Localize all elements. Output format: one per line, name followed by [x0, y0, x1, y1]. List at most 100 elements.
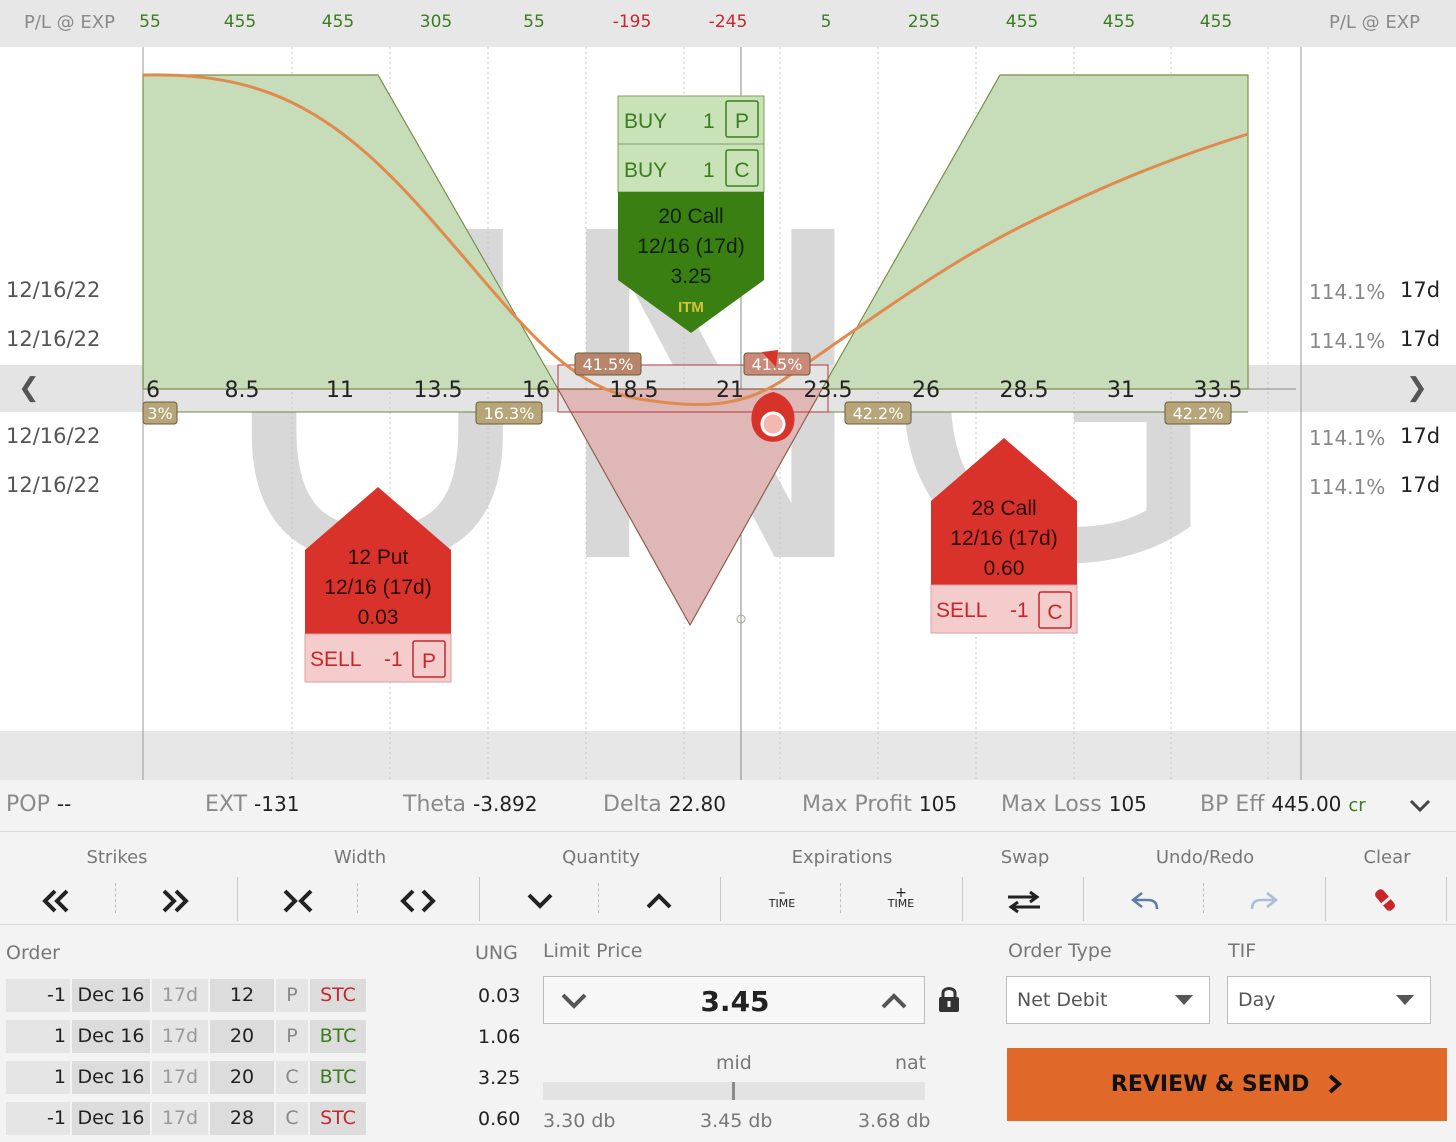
leg-mark-price: 0.03 [478, 985, 521, 1007]
width-widen-icon[interactable] [399, 888, 437, 914]
order-type-select[interactable]: Net Debit [1006, 976, 1210, 1024]
leg-type: C [1047, 601, 1062, 624]
order-leg-row[interactable]: 1 Dec 16 17d 20 P BTC [6, 1020, 366, 1053]
tif-label: TIF [1228, 940, 1257, 962]
leg-quantity: -1 [384, 648, 403, 671]
stat-max-loss: Max Loss 105 [1001, 792, 1147, 817]
leg-strike[interactable]: 28 [210, 1102, 274, 1135]
limit-price-value[interactable]: 3.45 [700, 985, 770, 1018]
svg-text:3%: 3% [147, 404, 172, 423]
expand-stats-chevron-icon[interactable] [1408, 798, 1432, 814]
leg-action[interactable]: BTC [310, 1020, 366, 1053]
order-leg-row[interactable]: 1 Dec 16 17d 20 C BTC [6, 1061, 366, 1094]
leg-quantity[interactable]: -1 [6, 1102, 70, 1135]
leg-expiration[interactable]: Dec 16 [72, 1061, 150, 1094]
leg-expiration: 12/16 (17d) [950, 527, 1057, 550]
leg-expiration[interactable]: Dec 16 [72, 1102, 150, 1135]
expiration-plus-time-button[interactable]: + TIME [887, 885, 915, 910]
stat-ext: EXT -131 [205, 792, 300, 817]
leg-action[interactable]: STC [310, 979, 366, 1012]
expiration-minus-time-button[interactable]: – TIME [768, 885, 796, 910]
leg-type[interactable]: P [276, 979, 308, 1012]
pl-at-expiration-value: 255 [907, 12, 941, 32]
leg-expiration[interactable]: Dec 16 [72, 979, 150, 1012]
toolbar-label-clear: Clear [1363, 847, 1411, 868]
itm-tag: ITM [678, 299, 704, 316]
undo-arrow-icon[interactable] [1130, 890, 1160, 912]
leg-strike[interactable]: 20 [210, 1061, 274, 1094]
clear-eraser-icon[interactable] [1372, 886, 1398, 914]
leg-card-28-call[interactable]: 28 Call 12/16 (17d) 0.60 SELL -1 C [930, 437, 1080, 637]
strike-label: 28.5 [1000, 378, 1049, 403]
chart-footer-band [0, 731, 1456, 780]
pl-at-expiration-value: 5 [820, 12, 832, 32]
order-leg-row[interactable]: -1 Dec 16 17d 28 C STC [6, 1102, 366, 1135]
strike-label: 23.5 [804, 378, 853, 403]
probability-badge: 41.5% [574, 352, 642, 376]
leg-dte[interactable]: 17d [152, 1061, 208, 1094]
strikes-left-arrow-icon[interactable]: ❮ [18, 373, 40, 403]
position-stats-bar: POP -- EXT -131 Theta -3.892 Delta 22.80… [0, 780, 1456, 832]
stat-delta: Delta 22.80 [603, 792, 726, 817]
price-slider-handle[interactable] [732, 1082, 735, 1100]
leg-quantity[interactable]: 1 [6, 1020, 70, 1053]
leg-card-20-call[interactable]: BUY 1 P BUY 1 C 20 Call 12/16 (17d) 3.25… [617, 95, 767, 335]
svg-text:42.2%: 42.2% [1173, 404, 1224, 423]
limit-price-label: Limit Price [543, 940, 643, 962]
leg-dte[interactable]: 17d [152, 1102, 208, 1135]
pl-label-right: P/L @ EXP [1329, 12, 1420, 33]
leg-expiration: 12/16 (17d) [324, 576, 431, 599]
strike-label: 6 [146, 378, 160, 403]
days-to-expiration: 17d [1400, 424, 1441, 448]
strike-label: 26 [912, 378, 940, 403]
strikes-up-double-chevron-icon[interactable] [158, 888, 192, 914]
order-leg-row[interactable]: -1 Dec 16 17d 12 P STC [6, 979, 366, 1012]
leg-type[interactable]: P [276, 1020, 308, 1053]
loss-zone [556, 388, 824, 627]
leg-type[interactable]: C [276, 1061, 308, 1094]
loss-zone-marker [736, 614, 746, 624]
leg-card-12-put[interactable]: 12 Put 12/16 (17d) 0.03 SELL -1 P [304, 486, 454, 686]
review-and-send-button[interactable]: REVIEW & SEND [1007, 1048, 1447, 1121]
pl-at-expiration-value: 455 [1102, 12, 1136, 32]
leg-strike[interactable]: 12 [210, 979, 274, 1012]
leg-type[interactable]: C [276, 1102, 308, 1135]
price-slider-high: 3.68 db [858, 1110, 931, 1132]
tif-select[interactable]: Day [1227, 976, 1431, 1024]
leg-quantity: 1 [703, 159, 715, 182]
quantity-decrease-chevron-icon[interactable] [526, 891, 554, 911]
probability-badge: 41.5% [743, 352, 811, 376]
limit-price-decrease-icon[interactable] [560, 991, 588, 1011]
leg-quantity[interactable]: -1 [6, 979, 70, 1012]
svg-text:42.2%: 42.2% [853, 404, 904, 423]
leg-mark-price: 0.60 [478, 1108, 521, 1130]
leg-expiration: 12/16 (17d) [637, 235, 744, 258]
strategy-toolbar: Strikes Width Quantity Expirations Swap … [0, 833, 1456, 925]
leg-expiration[interactable]: Dec 16 [72, 1020, 150, 1053]
strikes-right-arrow-icon[interactable]: ❯ [1406, 373, 1428, 403]
leg-action[interactable]: STC [310, 1102, 366, 1135]
leg-type-box [725, 149, 759, 187]
loss-bracket [557, 364, 829, 413]
implied-volatility: 114.1% [1309, 329, 1386, 353]
leg-quantity[interactable]: 1 [6, 1061, 70, 1094]
width-narrow-icon[interactable] [281, 888, 315, 914]
leg-strike[interactable]: 20 [210, 1020, 274, 1053]
stat-bp-effect: BP Eff 445.00 cr [1200, 792, 1366, 817]
lock-price-icon[interactable] [937, 985, 961, 1013]
leg-dte[interactable]: 17d [152, 979, 208, 1012]
svg-text:41.5%: 41.5% [583, 355, 634, 374]
leg-price: 0.03 [358, 606, 399, 629]
leg-dte[interactable]: 17d [152, 1020, 208, 1053]
strikes-down-double-chevron-icon[interactable] [39, 888, 73, 914]
limit-price-input[interactable]: 3.45 [543, 976, 925, 1024]
current-price-marker[interactable] [751, 350, 795, 442]
leg-action[interactable]: BTC [310, 1061, 366, 1094]
limit-price-increase-icon[interactable] [880, 991, 908, 1011]
toolbar-label-strikes: Strikes [86, 847, 148, 868]
redo-arrow-icon[interactable] [1249, 890, 1279, 912]
leg-mark-price: 3.25 [478, 1067, 521, 1089]
quantity-increase-chevron-icon[interactable] [645, 891, 673, 911]
swap-arrows-icon[interactable] [1004, 889, 1044, 915]
